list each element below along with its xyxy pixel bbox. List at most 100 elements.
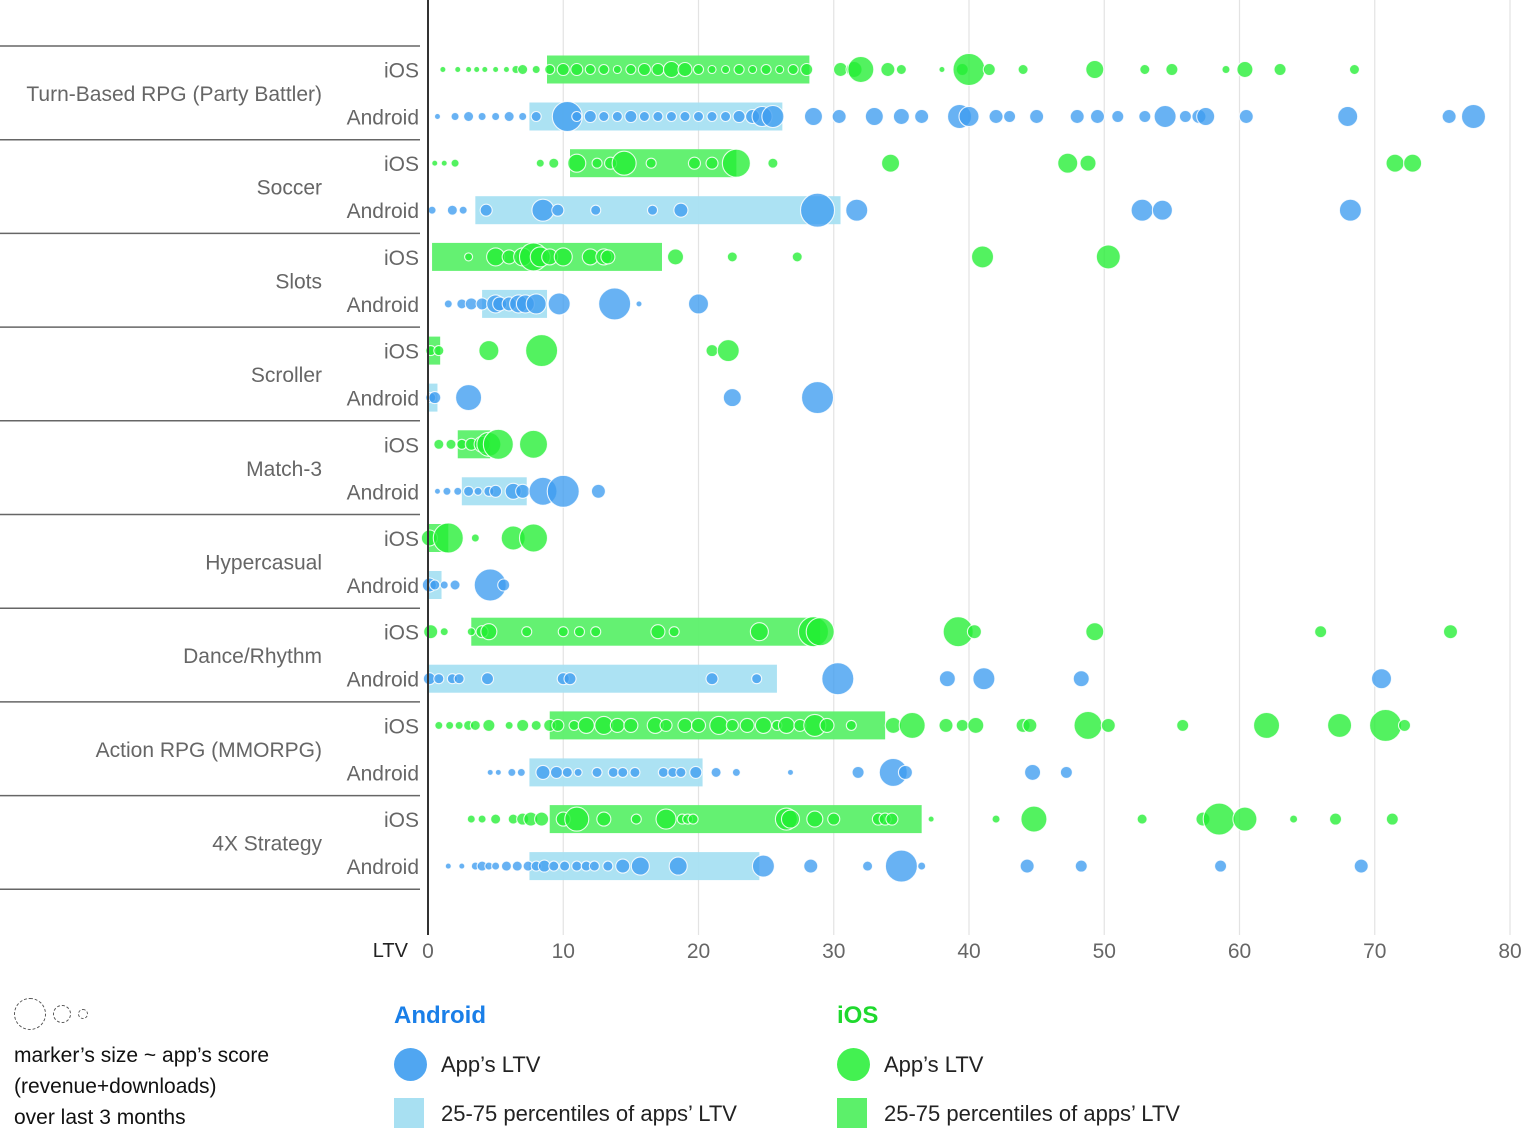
x-tick-label: 10	[552, 940, 575, 963]
app-ltv-point-ios	[534, 811, 550, 827]
app-ltv-point-ios	[787, 63, 799, 76]
app-ltv-point-android	[1089, 108, 1106, 125]
ios-legend-title: iOS	[837, 1002, 879, 1029]
app-ltv-point-ios	[612, 64, 622, 75]
app-ltv-point-ios	[677, 61, 693, 78]
app-ltv-point-android	[731, 767, 741, 777]
app-ltv-point-ios	[1232, 806, 1258, 832]
app-ltv-point-android	[598, 110, 610, 123]
app-ltv-point-android	[463, 110, 475, 123]
app-ltv-point-ios	[733, 63, 745, 76]
app-ltv-point-android	[446, 204, 458, 216]
app-ltv-point-ios	[530, 719, 542, 731]
app-ltv-point-android	[549, 765, 564, 779]
app-ltv-point-ios	[1100, 717, 1116, 733]
app-ltv-point-ios	[1221, 64, 1231, 75]
app-ltv-point-ios	[625, 63, 637, 76]
app-ltv-point-android	[821, 662, 855, 696]
x-tick-label: 50	[1093, 940, 1116, 963]
app-ltv-point-ios	[502, 65, 510, 74]
app-ltv-point-android	[535, 764, 551, 780]
ios-band-label: 25-75 percentiles of apps’ LTV	[884, 1101, 1180, 1126]
app-ltv-point-android	[480, 672, 495, 686]
app-ltv-point-android	[1019, 858, 1035, 874]
app-ltv-point-ios	[1139, 63, 1151, 76]
app-ltv-point-android	[442, 486, 452, 496]
app-ltv-point-android	[665, 110, 678, 123]
app-ltv-point-android	[710, 766, 722, 778]
app-ltv-point-ios	[1085, 59, 1105, 80]
app-ltv-point-ios	[690, 717, 707, 733]
app-ltv-point-ios	[504, 720, 514, 730]
app-ltv-point-ios	[927, 815, 935, 823]
app-ltv-point-android	[679, 110, 691, 123]
app-ltv-point-android	[433, 487, 442, 495]
app-ltv-point-ios	[806, 810, 824, 828]
app-ltv-point-ios	[600, 249, 616, 265]
app-ltv-point-android	[706, 110, 718, 123]
app-ltv-point-android	[559, 860, 571, 872]
app-ltv-point-android	[1130, 198, 1154, 222]
app-ltv-point-android	[831, 108, 847, 125]
app-ltv-point-android	[453, 486, 463, 496]
app-ltv-point-ios	[482, 428, 514, 460]
app-ltv-point-android	[518, 111, 528, 122]
app-ltv-point-ios	[739, 717, 755, 733]
app-ltv-point-android	[491, 861, 501, 871]
app-ltv-point-ios	[548, 157, 560, 169]
os-label-ios: iOS	[384, 528, 419, 551]
app-ltv-point-ios	[478, 340, 500, 362]
app-ltv-point-android	[1441, 108, 1457, 125]
app-ltv-point-android	[427, 205, 437, 215]
app-ltv-point-ios	[450, 158, 460, 168]
app-ltv-point-ios	[466, 627, 476, 637]
app-ltv-point-android	[897, 764, 913, 780]
app-ltv-point-ios	[518, 523, 549, 553]
app-ltv-point-android	[751, 673, 763, 685]
app-ltv-point-ios	[645, 157, 657, 169]
os-label-ios: iOS	[384, 622, 419, 645]
app-ltv-point-ios	[780, 809, 801, 829]
os-label-ios: iOS	[384, 809, 419, 832]
app-ltv-point-android	[455, 384, 483, 412]
android-band-swatch	[394, 1098, 424, 1128]
app-ltv-point-android	[689, 765, 703, 779]
app-ltv-point-ios	[623, 717, 639, 733]
app-ltv-point-ios	[477, 814, 487, 824]
app-ltv-point-android	[646, 204, 659, 216]
app-ltv-point-android	[571, 860, 583, 872]
app-ltv-point-android	[892, 107, 910, 126]
app-ltv-point-android	[449, 579, 461, 591]
app-ltv-point-android	[635, 300, 643, 308]
os-label-android: Android	[347, 388, 419, 411]
app-ltv-point-ios	[668, 626, 680, 638]
app-ltv-point-ios	[454, 720, 464, 730]
app-ltv-point-android	[673, 202, 689, 218]
app-ltv-point-android	[588, 860, 600, 872]
os-label-ios: iOS	[384, 153, 419, 176]
app-ltv-point-ios	[760, 63, 772, 76]
app-ltv-point-ios	[819, 717, 835, 733]
app-ltv-point-android	[607, 766, 619, 778]
app-ltv-point-ios	[938, 717, 954, 733]
app-ltv-point-android	[489, 484, 503, 498]
app-ltv-point-ios	[1314, 625, 1328, 639]
app-ltv-point-android	[617, 766, 629, 778]
app-ltv-point-ios	[952, 52, 986, 87]
app-ltv-point-ios	[967, 716, 985, 734]
app-ltv-point-ios	[517, 63, 529, 76]
app-ltv-point-ios	[966, 624, 982, 640]
app-ltv-point-ios	[433, 345, 445, 357]
app-ltv-point-android	[1214, 859, 1228, 873]
app-ltv-point-ios	[590, 626, 602, 638]
app-ltv-point-ios	[544, 63, 556, 76]
app-ltv-point-ios	[754, 716, 772, 734]
size-note-line-1: marker’s size ~ app’s score	[14, 1044, 270, 1067]
app-ltv-point-ios	[705, 156, 719, 170]
app-ltv-point-ios	[521, 626, 533, 638]
app-ltv-point-ios	[970, 245, 995, 269]
os-label-android: Android	[347, 107, 419, 130]
app-ltv-point-ios	[662, 60, 681, 79]
app-ltv-point-android	[497, 578, 511, 592]
app-ltv-point-ios	[584, 63, 596, 76]
